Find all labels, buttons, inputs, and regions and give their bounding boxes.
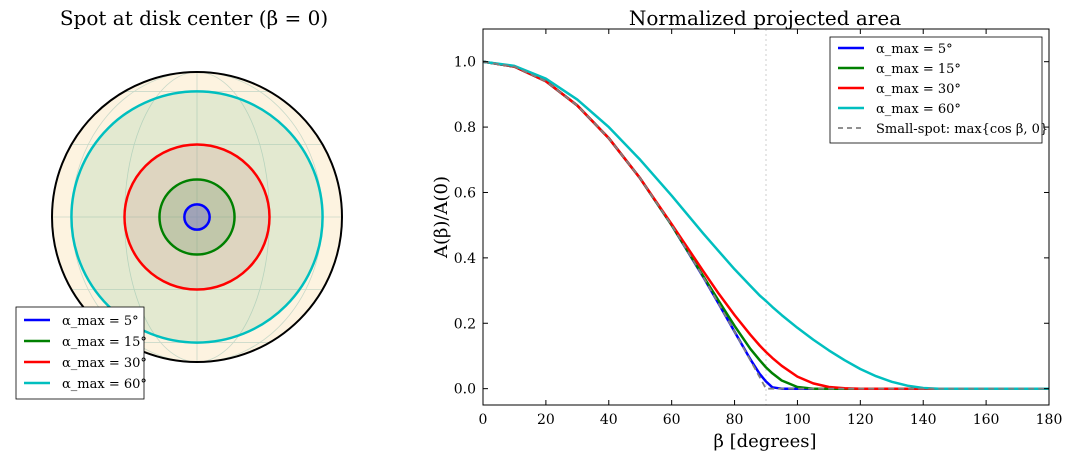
line-panel: Normalized projected area 0 20 40 60 80 100 12… xyxy=(431,6,1062,452)
x-tick-label: 120 xyxy=(847,412,874,428)
spot-outline-15 xyxy=(158,178,236,256)
y-ticks: 0.0 0.2 0.4 0.6 0.8 1.0 xyxy=(454,55,1049,398)
y-tick-label: 0.2 xyxy=(454,316,476,332)
x-tick-label: 80 xyxy=(726,412,744,428)
spot-outline-60 xyxy=(70,90,324,344)
plot-frame xyxy=(482,28,1050,406)
y-tick-label: 0.4 xyxy=(454,251,476,267)
x-tick-label: 100 xyxy=(784,412,811,428)
line-legend: α_max = 5° α_max = 15° α_max = 30° α_max = … xyxy=(829,36,1048,144)
line-legend-items: α_max = 5° α_max = 15° α_max = 30° α_max = … xyxy=(838,42,1048,137)
disk-spots xyxy=(70,90,324,344)
legend-label: α_max = 60° xyxy=(62,377,147,392)
y-tick-label: 0.8 xyxy=(454,120,476,136)
y-tick-label: 1.0 xyxy=(454,55,476,71)
spot-outline-5 xyxy=(183,203,211,231)
x-tick-label: 40 xyxy=(600,412,618,428)
legend-label: α_max = 15° xyxy=(62,335,147,350)
disk-edge xyxy=(51,71,343,363)
x-tick-label: 0 xyxy=(479,412,488,428)
legend-label: Small-spot: max{cos β, 0} xyxy=(876,122,1048,137)
y-tick-label: 0.6 xyxy=(454,185,476,201)
y-axis-label: A(β)/A(0) xyxy=(431,176,452,259)
spot-fill-5 xyxy=(184,204,210,230)
spot-fill-30 xyxy=(124,144,270,290)
x-tick-label: 140 xyxy=(910,412,937,428)
legend-label: α_max = 5° xyxy=(876,42,953,57)
line-title: Normalized projected area xyxy=(629,6,901,30)
x-tick-label: 60 xyxy=(663,412,681,428)
spot-fill-15 xyxy=(159,179,235,255)
x-ticks: 0 20 40 60 80 100 120 140 160 180 xyxy=(479,29,1063,428)
line-legend-frame xyxy=(829,36,1043,144)
legend-label: α_max = 5° xyxy=(62,314,139,329)
disk-panel: Spot at disk center (β = 0) α_max = 5°α_… xyxy=(15,6,343,400)
disk-title: Spot at disk center (β = 0) xyxy=(60,6,328,30)
x-tick-label: 20 xyxy=(537,412,555,428)
y-tick-label: 0.0 xyxy=(454,382,476,398)
series-line-4 xyxy=(482,60,1049,390)
disk-legend: α_max = 5° α_max = 15° α_max = 30° α_max = … xyxy=(15,306,147,400)
legend-label: α_max = 15° xyxy=(876,62,961,77)
line-series xyxy=(482,60,1049,390)
x-tick-label: 180 xyxy=(1036,412,1063,428)
legend-label: α_max = 60° xyxy=(876,102,961,117)
legend-label: α_max = 30° xyxy=(62,356,147,371)
legend-label: α_max = 30° xyxy=(876,82,961,97)
spot-outline-30 xyxy=(123,143,271,291)
x-axis-label: β [degrees] xyxy=(713,431,816,452)
disk-legend-items: α_max = 5° α_max = 15° α_max = 30° α_max = … xyxy=(24,314,147,392)
x-tick-label: 160 xyxy=(973,412,1000,428)
spot-fill-60 xyxy=(71,91,323,343)
